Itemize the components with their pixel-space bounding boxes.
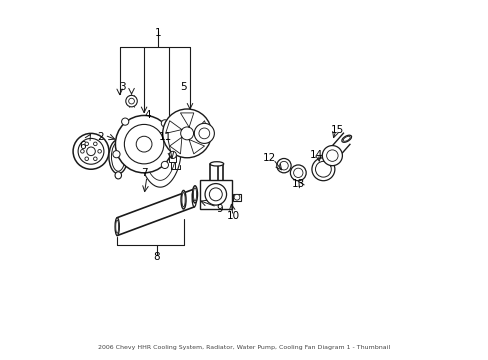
Bar — [233, 194, 241, 201]
Circle shape — [169, 151, 176, 158]
Circle shape — [234, 194, 239, 200]
Circle shape — [85, 142, 88, 146]
Polygon shape — [165, 121, 182, 134]
Polygon shape — [180, 113, 193, 127]
Ellipse shape — [343, 136, 349, 141]
Circle shape — [204, 184, 226, 205]
Circle shape — [125, 95, 137, 107]
Text: 3: 3 — [119, 82, 125, 92]
Ellipse shape — [115, 172, 121, 179]
Ellipse shape — [192, 189, 196, 207]
Circle shape — [315, 161, 330, 177]
Text: 2: 2 — [98, 132, 104, 142]
Text: 5: 5 — [180, 82, 186, 92]
Circle shape — [98, 149, 101, 153]
Bar — [169, 154, 176, 162]
Circle shape — [136, 136, 152, 152]
Polygon shape — [189, 140, 204, 154]
Circle shape — [161, 120, 168, 127]
Ellipse shape — [193, 188, 196, 201]
Text: 11: 11 — [159, 132, 172, 142]
Circle shape — [161, 161, 168, 168]
Circle shape — [163, 109, 211, 158]
Circle shape — [293, 168, 303, 177]
Circle shape — [86, 147, 95, 156]
Circle shape — [113, 150, 120, 158]
Text: 14: 14 — [309, 150, 322, 160]
Circle shape — [290, 165, 305, 181]
Text: 1: 1 — [155, 28, 162, 38]
Polygon shape — [193, 121, 208, 134]
Circle shape — [115, 116, 172, 173]
Circle shape — [85, 157, 88, 161]
Text: 2006 Chevy HHR Cooling System, Radiator, Water Pump, Cooling Fan Diagram 1 - Thu: 2006 Chevy HHR Cooling System, Radiator,… — [98, 345, 390, 350]
Text: 6: 6 — [79, 141, 85, 151]
Ellipse shape — [182, 193, 185, 207]
Circle shape — [81, 149, 84, 153]
Circle shape — [311, 158, 334, 181]
Circle shape — [73, 134, 109, 169]
Ellipse shape — [341, 135, 351, 142]
Circle shape — [322, 145, 342, 166]
Circle shape — [199, 128, 209, 139]
Circle shape — [279, 161, 287, 170]
Circle shape — [209, 188, 222, 201]
Text: 8: 8 — [153, 252, 160, 262]
Ellipse shape — [210, 162, 223, 166]
Bar — [199, 180, 231, 209]
Ellipse shape — [115, 218, 119, 235]
Circle shape — [93, 142, 97, 146]
Circle shape — [194, 123, 214, 143]
Ellipse shape — [192, 186, 197, 203]
Ellipse shape — [111, 142, 125, 171]
Text: 13: 13 — [291, 179, 305, 189]
Text: 4: 4 — [144, 111, 151, 121]
Circle shape — [326, 150, 337, 161]
Polygon shape — [169, 137, 182, 154]
Text: 7: 7 — [141, 168, 147, 178]
Text: 9: 9 — [216, 204, 222, 214]
Ellipse shape — [116, 220, 119, 233]
Ellipse shape — [181, 190, 185, 209]
Circle shape — [124, 125, 163, 164]
Ellipse shape — [109, 140, 127, 174]
Text: 12: 12 — [263, 153, 276, 163]
Text: 10: 10 — [227, 211, 240, 221]
Circle shape — [93, 157, 97, 161]
Circle shape — [276, 158, 290, 173]
Text: 15: 15 — [330, 125, 344, 135]
Circle shape — [78, 138, 104, 164]
Circle shape — [128, 98, 134, 104]
Circle shape — [122, 118, 128, 125]
Circle shape — [180, 127, 193, 140]
